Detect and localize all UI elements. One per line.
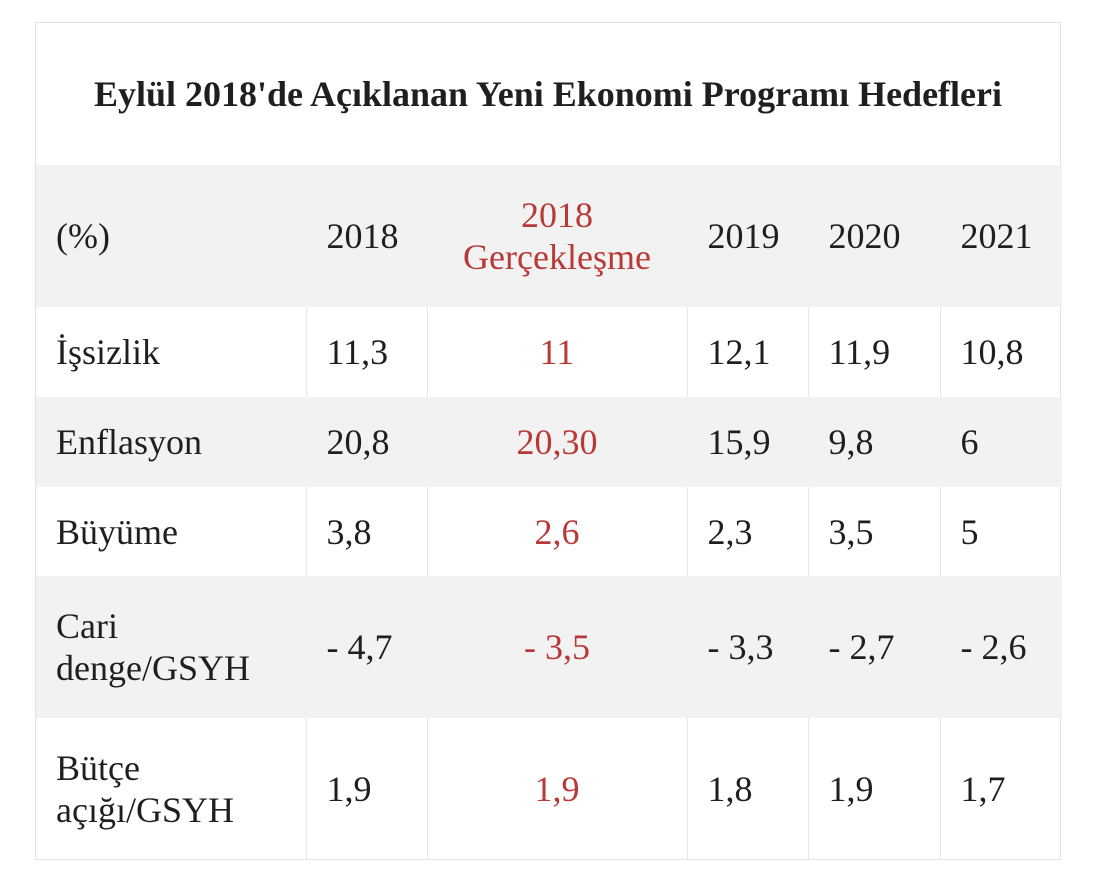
row-label-budget-deficit: Bütçe açığı/GSYH — [56, 747, 234, 830]
cell-value: 1,7 — [939, 718, 1062, 859]
cell-realization: 20,30 — [426, 397, 687, 487]
cell-realization: - 3,5 — [426, 576, 687, 718]
cell-value: - 3,3 — [686, 576, 808, 718]
cell-value: 3,8 — [305, 487, 427, 576]
header-2019: 2019 — [686, 165, 808, 307]
header-unit: (%) — [36, 165, 306, 307]
header-2020: 2020 — [807, 165, 940, 307]
targets-table: (%) 2018 2018 Gerçekleşme 2019 2020 2021… — [36, 165, 1062, 859]
cell-value: 1,9 — [305, 718, 427, 859]
table-title: Eylül 2018'de Açıklanan Yeni Ekonomi Pro… — [93, 74, 1003, 114]
cell-value: 1,8 — [686, 718, 808, 859]
table-row: Cari denge/GSYH - 4,7 - 3,5 - 3,3 - 2,7 … — [36, 576, 1062, 718]
cell-realization: 1,9 — [426, 718, 687, 859]
cell-value: 9,8 — [807, 397, 940, 487]
table-row: Enflasyon 20,8 20,30 15,9 9,8 6 — [36, 397, 1062, 487]
cell-value: 20,8 — [305, 397, 427, 487]
cell-value: 11,3 — [305, 307, 427, 397]
cell-value: - 2,6 — [939, 576, 1062, 718]
table-row: İşsizlik 11,3 11 12,1 11,9 10,8 — [36, 307, 1062, 397]
cell-value: - 4,7 — [305, 576, 427, 718]
cell-value: 15,9 — [686, 397, 808, 487]
cell-value: 5 — [939, 487, 1062, 576]
header-2021: 2021 — [939, 165, 1062, 307]
table-row: Büyüme 3,8 2,6 2,3 3,5 5 — [36, 487, 1062, 576]
program-targets-table-container: Eylül 2018'de Açıklanan Yeni Ekonomi Pro… — [35, 22, 1062, 860]
row-label-growth: Büyüme — [56, 511, 178, 552]
row-label-inflation: Enflasyon — [36, 397, 306, 487]
cell-realization: 2,6 — [426, 487, 687, 576]
row-label-current-account: Cari denge/GSYH — [36, 576, 306, 718]
cell-value: 2,3 — [686, 487, 808, 576]
cell-value: - 2,7 — [807, 576, 940, 718]
row-label-unemployment: İşsizlik — [56, 332, 160, 372]
table-row: Bütçe açığı/GSYH 1,9 1,9 1,8 1,9 1,7 — [36, 718, 1062, 859]
cell-value: 12,1 — [686, 307, 808, 397]
cell-value: 11,9 — [807, 307, 940, 397]
header-2018-realization: 2018 Gerçekleşme — [426, 165, 687, 307]
cell-realization: 11 — [426, 307, 687, 397]
cell-value: 10,8 — [939, 307, 1062, 397]
cell-value: 3,5 — [807, 487, 940, 576]
cell-value: 6 — [939, 397, 1062, 487]
cell-value: 1,9 — [807, 718, 940, 859]
header-row: (%) 2018 2018 Gerçekleşme 2019 2020 2021 — [36, 165, 1062, 307]
header-2018: 2018 — [305, 165, 427, 307]
